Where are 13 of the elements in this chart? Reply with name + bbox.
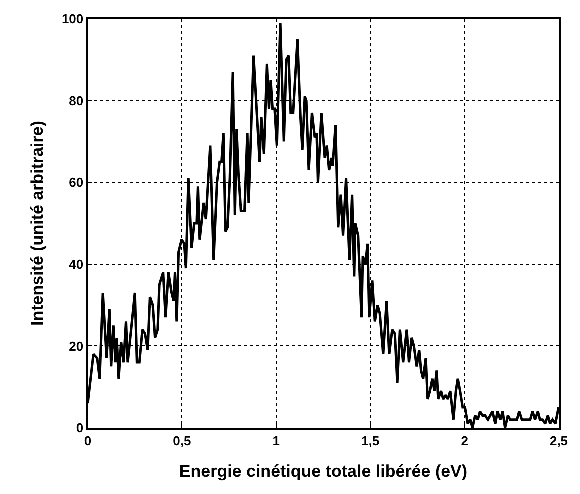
x-tick-label: 0,5 bbox=[173, 433, 192, 448]
y-tick-label: 0 bbox=[76, 420, 84, 436]
x-tick-label: 1 bbox=[272, 433, 280, 448]
y-tick-label: 100 bbox=[62, 12, 84, 27]
y-tick-label: 40 bbox=[69, 256, 84, 272]
y-tick-label: 60 bbox=[69, 175, 84, 190]
x-tick-label: 2 bbox=[461, 433, 468, 448]
y-axis-title: Intensité (unité arbitraire) bbox=[28, 121, 47, 326]
y-tick-label: 20 bbox=[69, 338, 84, 354]
x-tick-label: 2,5 bbox=[550, 433, 568, 448]
y-tick-label: 80 bbox=[69, 93, 84, 108]
x-axis-title: Energie cinétique totale libérée (eV) bbox=[179, 462, 468, 482]
x-tick-label: 1,5 bbox=[362, 433, 380, 448]
